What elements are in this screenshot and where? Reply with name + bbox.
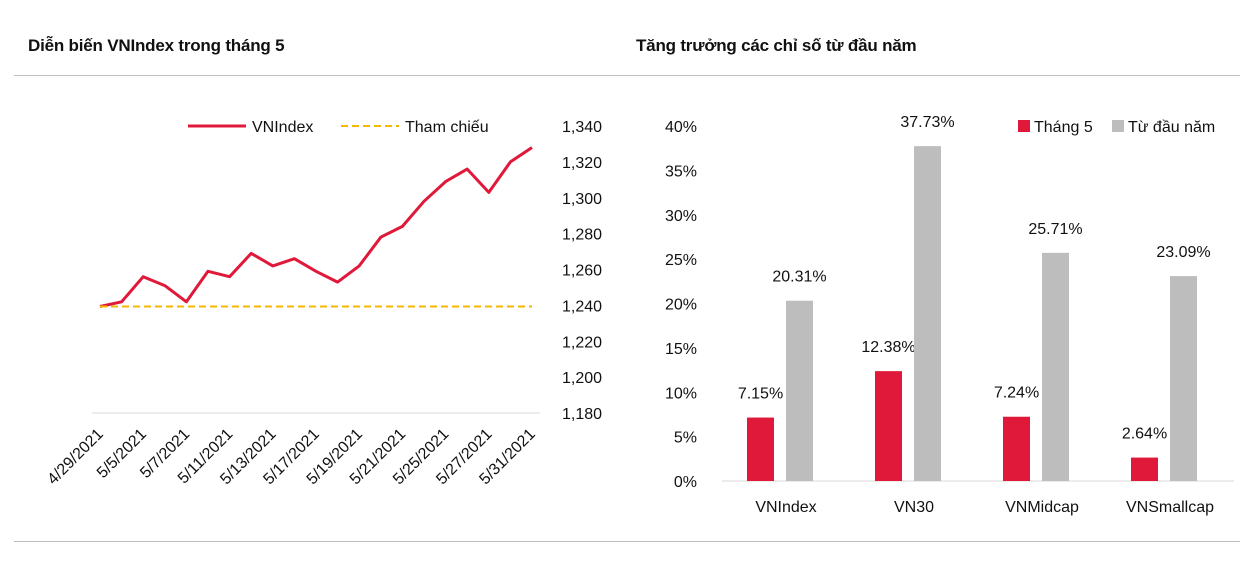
legend-swatch (1112, 120, 1124, 132)
left-chart-title: Diễn biến VNIndex trong tháng 5 (28, 36, 285, 55)
data-label: 37.73% (900, 114, 954, 131)
bottom-divider (14, 541, 1240, 542)
y-tick-label: 1,340 (562, 119, 602, 136)
y-tick-label: 35% (665, 163, 697, 180)
data-label: 20.31% (772, 269, 826, 286)
y-tick-label: 5% (674, 430, 697, 447)
data-label: 23.09% (1156, 244, 1210, 261)
bar (747, 417, 774, 481)
y-tick-label: 10% (665, 385, 697, 402)
y-tick-label: 20% (665, 297, 697, 314)
bar (1042, 252, 1069, 481)
data-label: 12.38% (861, 339, 915, 356)
data-label: 7.15% (738, 386, 783, 403)
data-label: 2.64% (1122, 426, 1167, 443)
y-tick-label: 15% (665, 341, 697, 358)
y-tick-label: 1,280 (562, 227, 602, 244)
right-chart-title: Tăng trưởng các chỉ số từ đầu năm (636, 36, 917, 55)
y-tick-label: 1,260 (562, 263, 602, 280)
y-tick-label: 30% (665, 208, 697, 225)
y-tick-label: 1,320 (562, 155, 602, 172)
legend-label: Tham chiếu (405, 119, 489, 136)
category-label: VN30 (894, 499, 934, 516)
y-tick-label: 1,240 (562, 298, 602, 315)
bar (875, 371, 902, 481)
y-tick-label: 1,180 (562, 406, 602, 423)
y-tick-label: 1,220 (562, 334, 602, 351)
vnindex-line (99, 146, 533, 308)
category-label: VNMidcap (1005, 499, 1079, 516)
y-tick-label: 25% (665, 252, 697, 269)
vnindex-line-chart: 1,180 1,200 1,220 1,240 1,260 1,280 1,300 1,320… (44, 119, 602, 488)
legend-label: Tháng 5 (1034, 119, 1093, 136)
legend-swatch (1018, 120, 1030, 132)
y-tick-label: 0% (674, 474, 697, 491)
top-divider (14, 75, 1240, 76)
category-label: VNIndex (755, 499, 816, 516)
data-label: 7.24% (994, 385, 1039, 402)
bar (1131, 457, 1158, 481)
legend-label: Từ đầu năm (1128, 119, 1215, 136)
y-tick-label: 1,300 (562, 191, 602, 208)
bar (914, 146, 941, 482)
y-tick-label: 40% (665, 119, 697, 136)
category-label: VNSmallcap (1126, 499, 1214, 516)
legend-label: VNIndex (252, 119, 313, 136)
bar (786, 300, 813, 481)
data-label: 25.71% (1028, 221, 1082, 238)
bar (1170, 276, 1197, 481)
y-tick-label: 1,200 (562, 370, 602, 387)
bar (1003, 416, 1030, 481)
